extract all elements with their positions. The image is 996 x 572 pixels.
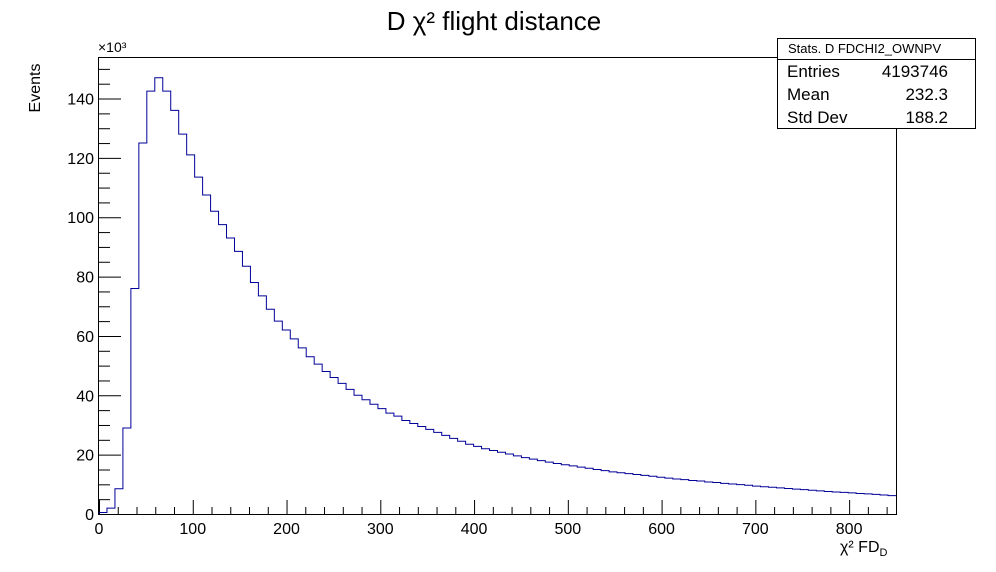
- stats-stddev-row: Std Dev 188.2: [778, 106, 975, 129]
- stddev-value: 188.2: [905, 108, 948, 127]
- stats-box: Stats. D FDCHI2_OWNPV Entries 4193746 Me…: [777, 38, 976, 129]
- entries-value: 4193746: [881, 62, 948, 81]
- x-axis-title: χ² FDD: [840, 539, 888, 559]
- x-tick-labels: 0 100 200 300 400 500 600 700 800: [95, 521, 863, 538]
- stats-mean-row: Mean 232.3: [778, 83, 975, 106]
- chart-title: D χ² flight distance: [387, 6, 602, 36]
- x-tick-label: 0: [95, 521, 104, 538]
- x-tick-label: 100: [179, 521, 206, 538]
- x-tick-label: 700: [742, 521, 769, 538]
- plot-frame: [98, 57, 897, 515]
- y-tick-label: 100: [67, 210, 94, 227]
- mean-label: Mean: [787, 85, 830, 104]
- y-exponent-label: ×10³: [98, 39, 127, 55]
- x-tick-label: 600: [648, 521, 675, 538]
- entries-label: Entries: [787, 62, 840, 81]
- y-tick-label: 120: [67, 151, 94, 168]
- x-tick-label: 800: [836, 521, 863, 538]
- x-tick-label: 200: [273, 521, 300, 538]
- y-tick-label: 40: [76, 388, 94, 405]
- stats-title: Stats. D FDCHI2_OWNPV: [778, 39, 975, 60]
- y-tick-label: 0: [85, 507, 94, 524]
- stddev-label: Std Dev: [787, 108, 848, 127]
- histogram-series: [98, 77, 896, 514]
- stats-entries-row: Entries 4193746: [778, 60, 975, 83]
- axis-ticks: [99, 68, 888, 515]
- y-tick-labels: 0 20 40 60 80 100 120 140: [67, 92, 94, 524]
- y-tick-label: 80: [76, 270, 94, 287]
- y-axis-label: Events: [27, 64, 44, 113]
- mean-value: 232.3: [905, 85, 948, 104]
- svg-text:χ² FDD: χ² FDD: [840, 539, 888, 559]
- y-tick-label: 60: [76, 329, 94, 346]
- y-tick-label: 140: [67, 92, 94, 109]
- x-tick-label: 400: [461, 521, 488, 538]
- x-tick-label: 500: [554, 521, 581, 538]
- y-tick-label: 20: [76, 448, 94, 465]
- x-tick-label: 300: [367, 521, 394, 538]
